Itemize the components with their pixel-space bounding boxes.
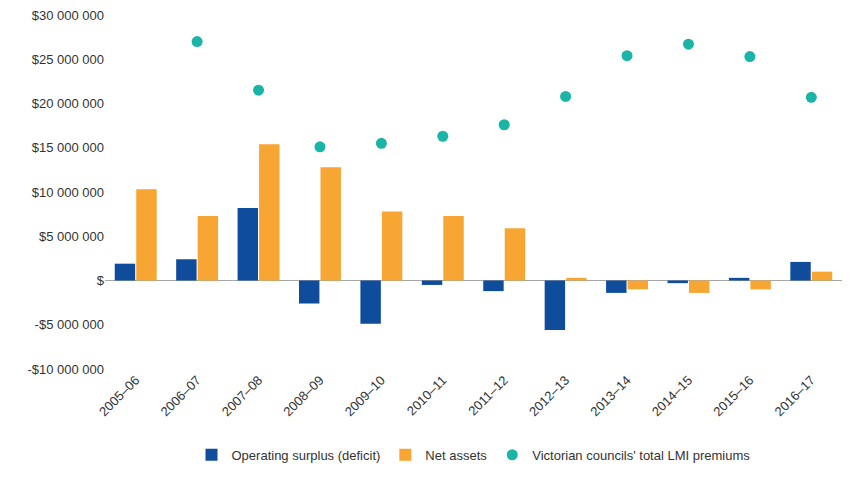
svg-text:2009–10: 2009–10 (342, 373, 388, 419)
svg-text:Operating surplus (deficit): Operating surplus (deficit) (232, 448, 381, 463)
svg-text:2011–12: 2011–12 (465, 373, 511, 419)
svg-text:Victorian councils' total LMI: Victorian councils' total LMI premiums (532, 448, 750, 463)
svg-text:$10 000 000: $10 000 000 (32, 185, 104, 200)
svg-text:$15 000 000: $15 000 000 (32, 140, 104, 155)
svg-text:$25 000 000: $25 000 000 (32, 52, 104, 67)
svg-text:2007–08: 2007–08 (219, 373, 265, 419)
svg-text:$5 000 000: $5 000 000 (39, 229, 104, 244)
svg-text:2012–13: 2012–13 (526, 373, 572, 419)
svg-text:2015–16: 2015–16 (710, 373, 756, 419)
svg-text:$20 000 000: $20 000 000 (32, 96, 104, 111)
svg-text:$30 000 000: $30 000 000 (32, 8, 104, 23)
svg-text:Net assets: Net assets (425, 448, 487, 463)
svg-text:2010–11: 2010–11 (404, 373, 450, 419)
svg-text:2008–09: 2008–09 (280, 373, 326, 419)
svg-text:2006–07: 2006–07 (157, 373, 203, 419)
svg-text:2014–15: 2014–15 (649, 373, 695, 419)
svg-text:-$10 000 000: -$10 000 000 (27, 362, 104, 377)
svg-text:-$5 000 000: -$5 000 000 (35, 317, 104, 332)
svg-text:2016–17: 2016–17 (772, 373, 818, 419)
svg-text:2005–06: 2005–06 (96, 373, 142, 419)
svg-text:$: $ (97, 273, 105, 288)
svg-text:2013–14: 2013–14 (587, 373, 633, 419)
